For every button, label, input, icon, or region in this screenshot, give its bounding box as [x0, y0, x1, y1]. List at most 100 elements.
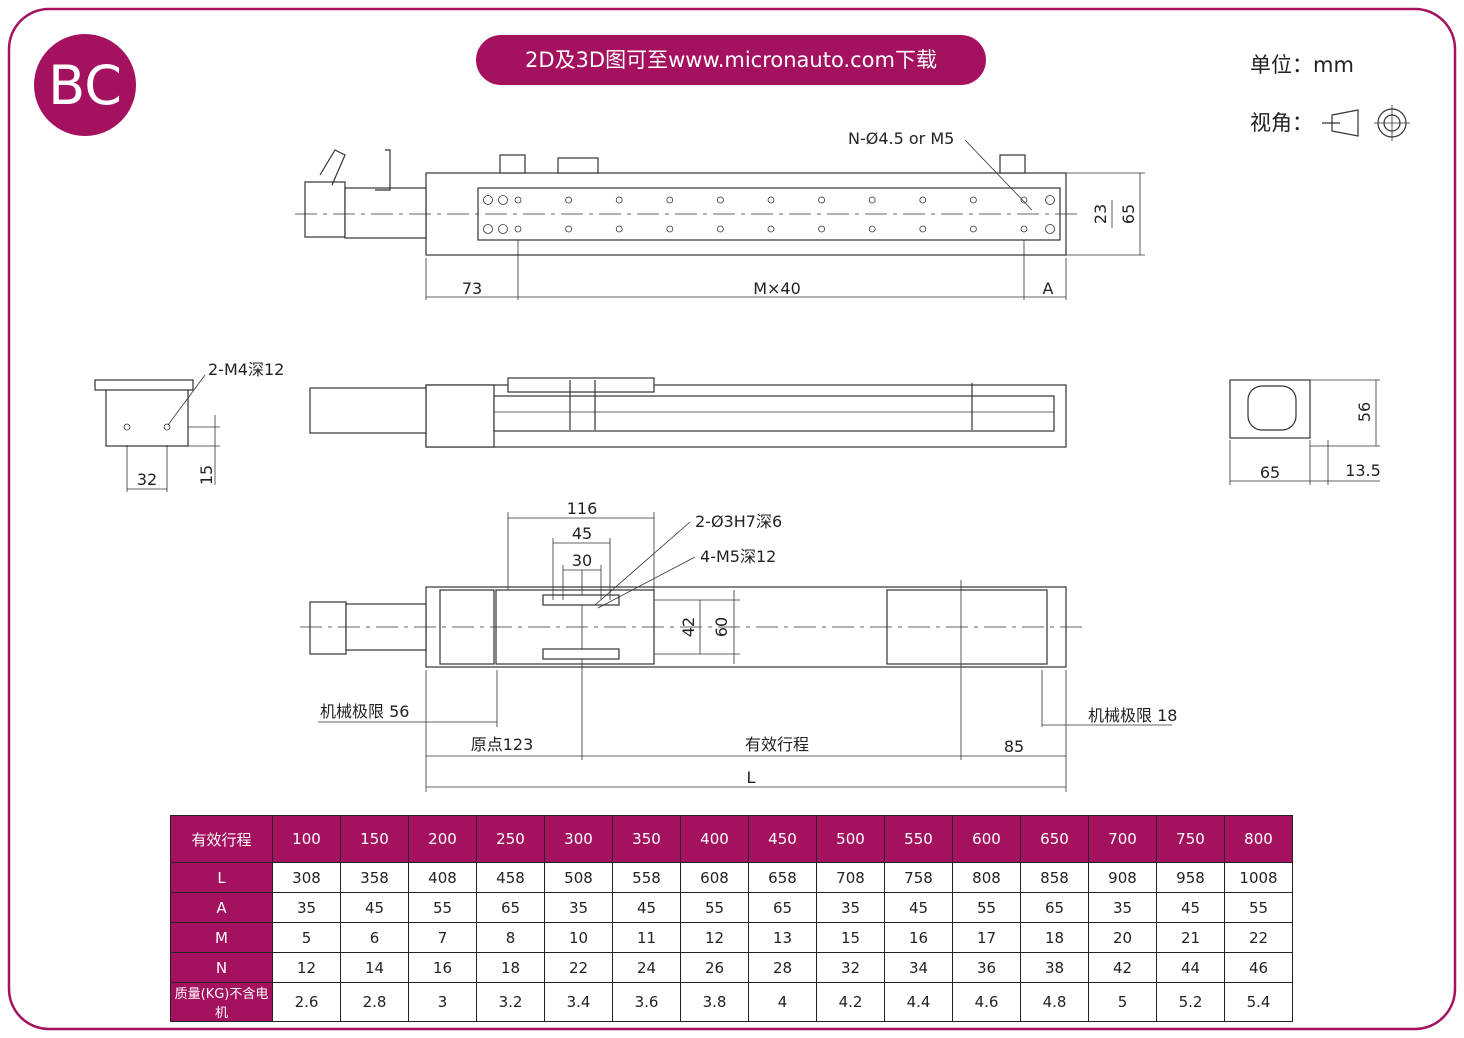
stroke-dim: 有效行程	[745, 735, 809, 754]
dim-13-5: 13.5	[1345, 461, 1381, 480]
end-view-left: 32 15 2-M4深12	[94, 360, 284, 492]
table-cell: 3.4	[544, 982, 613, 1022]
table-cell: 32	[816, 952, 885, 983]
brand-badge: BC	[34, 34, 136, 136]
row-label: M	[170, 922, 273, 953]
table-cell: 4	[748, 982, 817, 1022]
header-cell: 700	[1088, 815, 1157, 863]
table-cell: 16	[884, 922, 953, 953]
table-cell: 15	[816, 922, 885, 953]
table-cell: 358	[340, 862, 409, 893]
dim-L: L	[747, 768, 756, 787]
screw-hole	[1045, 195, 1055, 205]
table-cell: 758	[884, 862, 953, 893]
mount-hole	[1020, 225, 1028, 233]
thread-note-left: 2-M4深12	[208, 360, 284, 379]
table-cell: 10	[544, 922, 613, 953]
spec-table: 有效行程 100 150 200 250 300 350 400 450 500 550 600 650…	[170, 815, 1293, 1022]
download-banner[interactable]: 2D及3D图可至www.micronauto.com下载	[476, 35, 986, 85]
mount-hole	[919, 225, 927, 233]
screw-hole	[498, 195, 508, 205]
table-cell: 3.2	[476, 982, 545, 1022]
table-header-row: 有效行程 100 150 200 250 300 350 400 450 500 550 600 650…	[170, 815, 1293, 863]
table-cell: 708	[816, 862, 885, 893]
table-row: A 35 45 55 65 35 45 55 65 35 45 55 65 35 45 55	[170, 892, 1293, 923]
table-cell: 4.6	[952, 982, 1021, 1022]
thread-note: 4-M5深12	[700, 547, 776, 566]
table-cell: 3.8	[680, 982, 749, 1022]
table-cell: 55	[680, 892, 749, 923]
table-cell: 35	[544, 892, 613, 923]
table-row: M 5 6 7 8 10 11 12 13 15 16 17 18 20 21 22	[170, 922, 1293, 953]
table-cell: 4.8	[1020, 982, 1089, 1022]
badge-text: BC	[48, 54, 122, 117]
table-cell: 4.2	[816, 982, 885, 1022]
table-cell: 408	[408, 862, 477, 893]
top-view: 73 M×40 A 23 65 N-Ø4.5 or M5	[295, 129, 1145, 300]
mount-hole	[717, 196, 724, 204]
table-cell: 5	[272, 922, 341, 953]
table-cell: 12	[680, 922, 749, 953]
table-cell: 958	[1156, 862, 1225, 893]
banner-text[interactable]: 2D及3D图可至www.micronauto.com下载	[525, 48, 937, 72]
mount-hole	[818, 225, 825, 233]
table-row: L 308 358 408 458 508 558 608 658 708 758 808 858 908…	[170, 862, 1293, 893]
table-cell: 808	[952, 862, 1021, 893]
header-cell: 250	[476, 815, 545, 863]
row-label: 质量(KG)不含电机	[170, 982, 273, 1022]
table-cell: 22	[544, 952, 613, 983]
hole-note: N-Ø4.5 or M5	[848, 129, 954, 148]
header-cell: 750	[1156, 815, 1225, 863]
table-cell: 36	[952, 952, 1021, 983]
dim-a: A	[1043, 279, 1054, 298]
unit-label: 单位：mm	[1250, 53, 1354, 77]
header-cell: 400	[680, 815, 749, 863]
table-cell: 45	[612, 892, 681, 923]
mount-hole	[868, 196, 876, 204]
table-cell: 12	[272, 952, 341, 983]
dim-23: 23	[1091, 204, 1110, 224]
table-cell: 28	[748, 952, 817, 983]
table-cell: 65	[476, 892, 545, 923]
table-cell: 658	[748, 862, 817, 893]
dim-45: 45	[572, 524, 592, 543]
mech-limit-right: 机械极限 18	[1088, 706, 1177, 725]
table-cell: 7	[408, 922, 477, 953]
table-cell: 17	[952, 922, 1021, 953]
header-cell: 500	[816, 815, 885, 863]
pin-note: 2-Ø3H7深6	[695, 512, 782, 531]
header-cell: 有效行程	[170, 815, 273, 863]
table-cell: 16	[408, 952, 477, 983]
table-row: N 12 14 16 18 22 24 26 28 32 34 36 38 42 44 46	[170, 952, 1293, 983]
mount-hole	[514, 196, 522, 204]
header-cell: 300	[544, 815, 613, 863]
screw-hole	[483, 224, 493, 234]
mount-hole	[565, 225, 572, 233]
table-cell: 35	[272, 892, 341, 923]
table-cell: 4.4	[884, 982, 953, 1022]
dim-30: 30	[572, 551, 592, 570]
mount-hole	[1020, 196, 1028, 204]
table-cell: 35	[816, 892, 885, 923]
table-cell: 34	[884, 952, 953, 983]
mount-hole	[514, 225, 522, 233]
mount-hole	[615, 225, 623, 233]
table-cell: 2.8	[340, 982, 409, 1022]
table-cell: 45	[884, 892, 953, 923]
table-cell: 8	[476, 922, 545, 953]
table-cell: 458	[476, 862, 545, 893]
mount-hole	[767, 225, 775, 233]
table-cell: 2.6	[272, 982, 341, 1022]
screw-hole	[498, 224, 508, 234]
header-cell: 650	[1020, 815, 1089, 863]
origin-dim: 原点123	[471, 735, 534, 754]
row-label: L	[170, 862, 273, 893]
table-cell: 42	[1088, 952, 1157, 983]
table-cell: 11	[612, 922, 681, 953]
dim-56: 56	[1355, 402, 1374, 422]
header-cell: 350	[612, 815, 681, 863]
header-cell: 800	[1224, 815, 1293, 863]
dim-32: 32	[137, 470, 157, 489]
page-frame	[7, 7, 1457, 1031]
